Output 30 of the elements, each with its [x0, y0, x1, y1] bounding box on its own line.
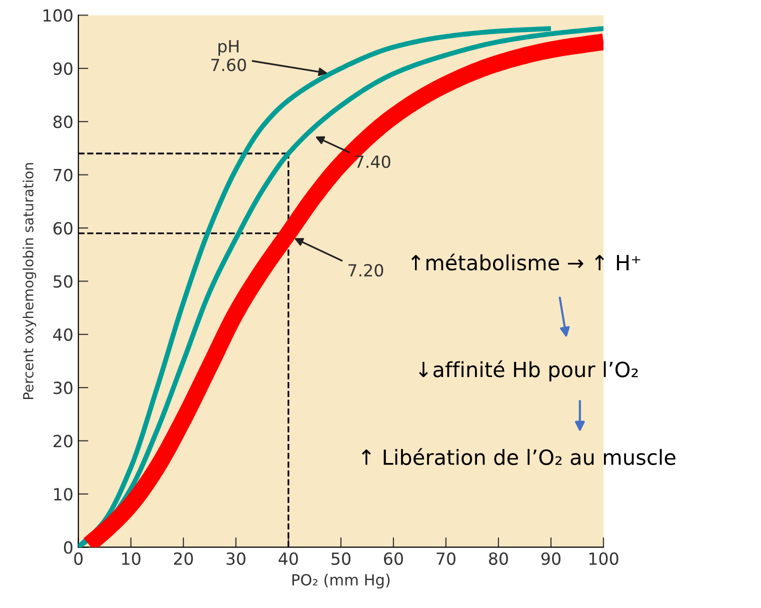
x-axis-title: PO₂ (mm Hg)	[292, 574, 390, 589]
y-tick-label: 100	[44, 9, 72, 22]
y-tick-label: 80	[53, 116, 72, 128]
y-tick-label: 30	[54, 382, 72, 394]
y-tick-label: 10	[54, 488, 72, 501]
y-axis-title: Percent oxyhemoglobin saturation	[22, 163, 36, 400]
y-tick-label: 50	[54, 275, 72, 288]
x-tick-label: 30	[226, 552, 246, 565]
annotation: ↓affinité Hb pour l’O₂	[419, 360, 638, 382]
y-tick-label: 0	[64, 541, 72, 554]
x-tick-label: 50	[332, 552, 350, 565]
y-tick-label: 40	[53, 328, 72, 341]
annotation: ↑ Libération de l’O₂ au muscle	[362, 448, 676, 466]
annotation: 7.40	[356, 155, 390, 168]
x-tick-label: 100	[589, 552, 618, 565]
y-tick-label: 70	[54, 168, 72, 182]
annotation: pH 7.60	[211, 40, 246, 72]
x-tick-label: 80	[488, 552, 508, 565]
x-tick-label: 90	[541, 552, 560, 565]
x-tick-label: 10	[122, 552, 140, 565]
x-tick-label: 0	[74, 552, 83, 565]
x-tick-label: 60	[384, 552, 403, 565]
y-tick-label: 60	[53, 222, 72, 235]
y-tick-label: 20	[54, 434, 72, 448]
annotation: ↑métabolisme → ↑ H⁺	[411, 254, 640, 271]
y-tick-label: 90	[53, 62, 72, 75]
x-tick-label: 70	[436, 552, 456, 565]
annotation: 7.20	[348, 264, 384, 277]
x-tick-label: 40	[278, 552, 298, 565]
x-tick-label: 20	[174, 552, 193, 565]
